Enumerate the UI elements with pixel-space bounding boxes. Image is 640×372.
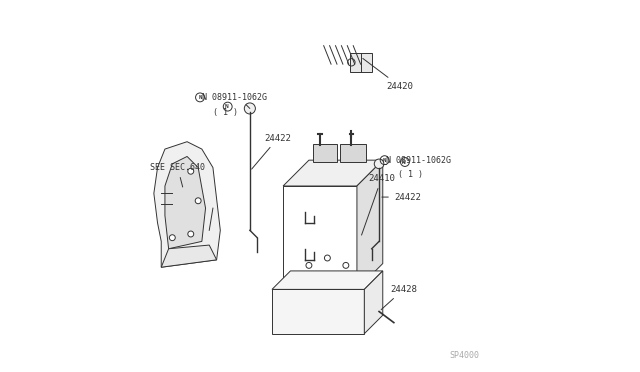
Text: 24410: 24410 — [362, 174, 395, 235]
Text: 24422: 24422 — [382, 193, 420, 202]
Text: ( 1 ): ( 1 ) — [213, 108, 238, 117]
Polygon shape — [272, 271, 383, 289]
Circle shape — [195, 198, 201, 204]
Text: ( 1 ): ( 1 ) — [397, 170, 422, 179]
Text: SEE SEC.640: SEE SEC.640 — [150, 163, 205, 187]
Circle shape — [188, 231, 194, 237]
Circle shape — [188, 168, 194, 174]
Polygon shape — [312, 144, 337, 162]
Circle shape — [170, 235, 175, 241]
Text: N: N — [383, 158, 386, 163]
Polygon shape — [161, 245, 216, 267]
Polygon shape — [340, 144, 366, 162]
Text: N: N — [198, 95, 202, 100]
Circle shape — [374, 159, 384, 169]
Polygon shape — [165, 157, 205, 249]
Polygon shape — [154, 142, 220, 267]
Text: 24422: 24422 — [252, 134, 291, 169]
Text: 24420: 24420 — [363, 58, 413, 91]
Polygon shape — [364, 271, 383, 334]
Text: N: N — [225, 104, 228, 109]
Text: N: N — [402, 160, 406, 164]
Polygon shape — [357, 160, 383, 289]
Text: SP4000: SP4000 — [449, 351, 479, 360]
Text: N 08911-1062G: N 08911-1062G — [202, 93, 267, 102]
Polygon shape — [272, 289, 364, 334]
Circle shape — [244, 103, 255, 114]
Text: N 08911-1062G: N 08911-1062G — [387, 155, 451, 165]
Bar — [349, 53, 372, 71]
Text: 24428: 24428 — [381, 285, 417, 310]
Polygon shape — [283, 160, 383, 186]
